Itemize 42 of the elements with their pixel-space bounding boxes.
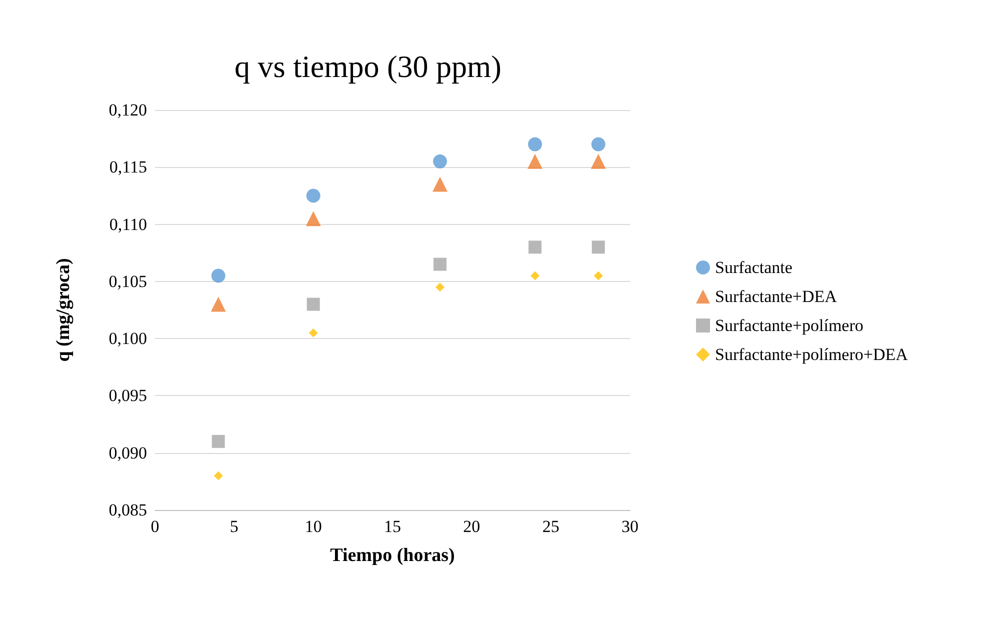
point: [434, 258, 446, 271]
y-tick-label: 0,085: [108, 500, 147, 520]
x-tick-label: 15: [384, 517, 401, 536]
x-tick-label: 20: [463, 517, 480, 536]
point: [214, 471, 223, 480]
legend-label: Surfactante: [715, 258, 792, 277]
x-tick-label: 25: [542, 517, 560, 536]
point: [528, 154, 542, 169]
point: [594, 271, 603, 280]
point: [592, 240, 605, 254]
x-tick-label: 5: [230, 517, 238, 536]
x-tick-label: 0: [150, 517, 160, 536]
point: [212, 434, 225, 448]
point: [528, 137, 542, 152]
point: [436, 282, 444, 292]
point: [210, 296, 226, 312]
y-tick-label: 0,095: [108, 386, 147, 406]
x-tick-label: 10: [304, 517, 322, 536]
point: [530, 271, 540, 280]
legend-label: Surfactante+DEA: [715, 287, 838, 306]
y-tick-label: 0,105: [108, 272, 147, 291]
point: [308, 328, 318, 338]
y-tick-label: 0,115: [109, 158, 147, 177]
point: [306, 298, 320, 311]
point: [306, 188, 320, 203]
chart-title: q vs tiempo (30 ppm): [234, 49, 502, 84]
legend-label: Surfactante+polímero+DEA: [715, 345, 909, 364]
y-tick-label: 0,090: [108, 443, 147, 462]
x-axis-title: Tiempo (horas): [330, 545, 455, 566]
point: [591, 137, 606, 152]
point: [211, 268, 226, 283]
x-tick-label: 30: [622, 517, 638, 536]
point: [433, 154, 447, 168]
y-tick-label: 0,120: [108, 100, 147, 120]
y-tick-label: 0,100: [108, 329, 147, 348]
point: [528, 240, 542, 254]
point: [432, 176, 448, 192]
y-axis-title: q (mg/groca): [53, 258, 74, 362]
legend-label: Surfactante+polímero: [715, 316, 864, 335]
point: [306, 211, 321, 226]
point: [590, 154, 606, 169]
y-tick-label: 0,110: [109, 214, 147, 234]
